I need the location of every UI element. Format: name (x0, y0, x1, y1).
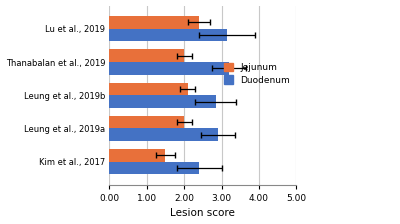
Bar (109, 49, 184, 62)
Bar (109, 116, 184, 128)
Bar (109, 29, 227, 41)
Bar (109, 95, 216, 108)
Bar (109, 128, 218, 141)
Bar (109, 149, 165, 162)
X-axis label: Lesion score: Lesion score (170, 209, 235, 218)
Legend: Jejunum, Duodenum: Jejunum, Duodenum (222, 61, 292, 86)
Bar (109, 16, 199, 29)
Bar (109, 162, 199, 174)
Bar (109, 62, 229, 75)
Bar (109, 83, 188, 95)
